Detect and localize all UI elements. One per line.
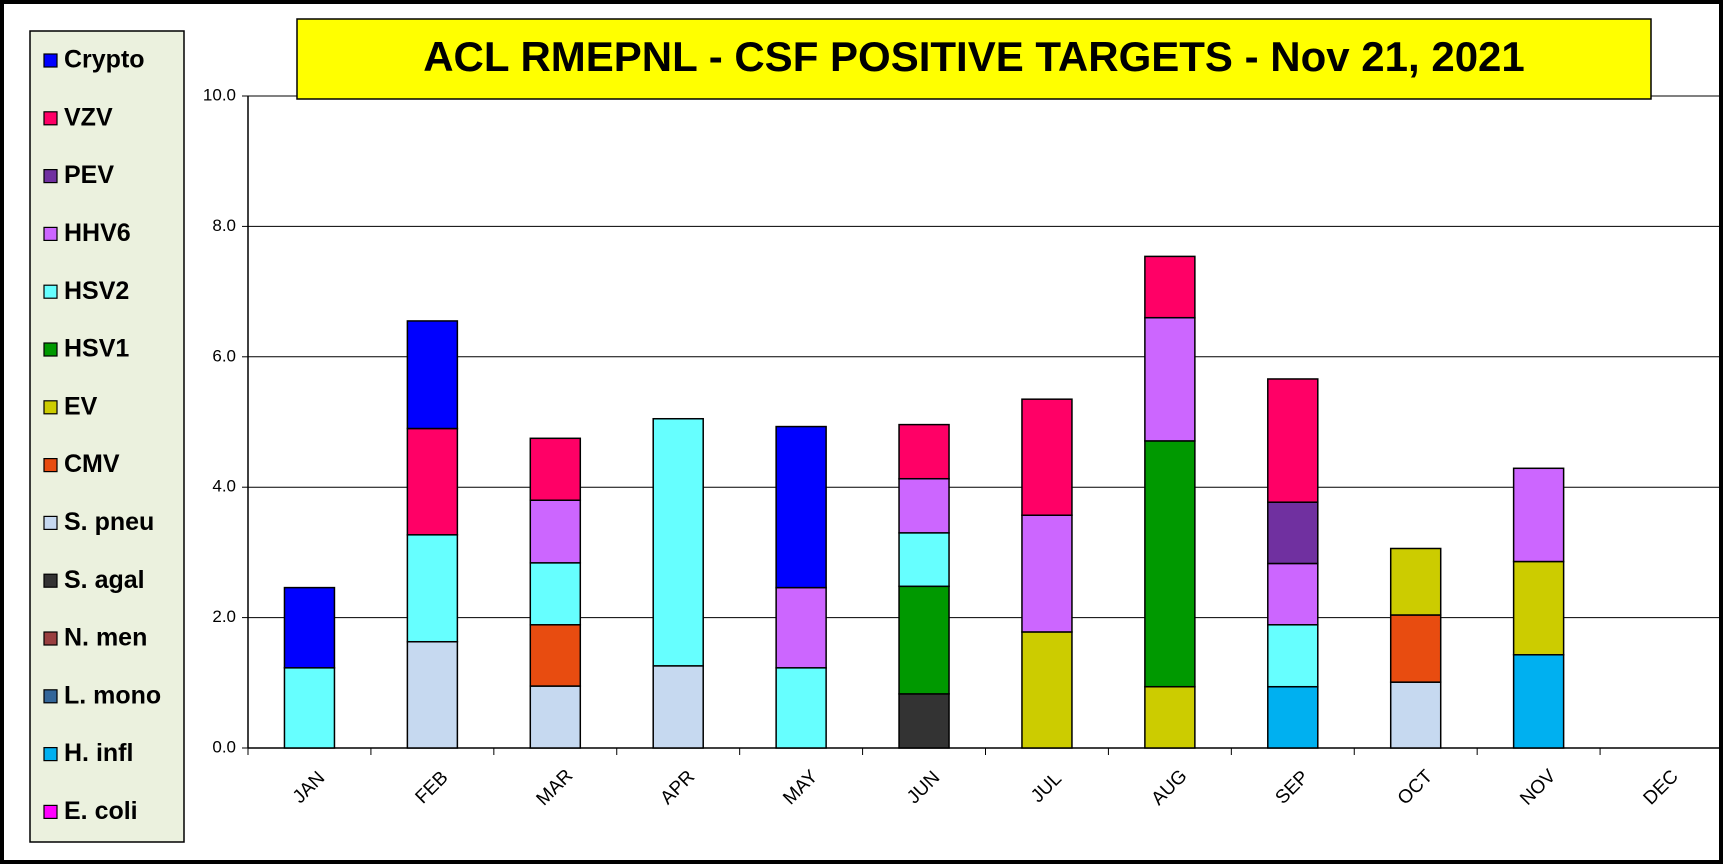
- bar-segment: [529, 562, 582, 626]
- bar-segment: [1267, 501, 1319, 565]
- legend-label: HSV2: [64, 277, 129, 305]
- y-tick-label: 6.0: [212, 346, 236, 365]
- y-tick-label: 8.0: [212, 216, 236, 235]
- bar-segment: [1389, 681, 1442, 749]
- legend-label: H. infl: [64, 739, 133, 767]
- bar-segment: [529, 499, 582, 564]
- bar-segment: [1389, 547, 1442, 616]
- bar-segment: [775, 425, 827, 589]
- legend-label: L. mono: [64, 681, 161, 709]
- bar-segment: [652, 665, 704, 749]
- legend-swatch: [43, 111, 58, 126]
- bar-segment: [1267, 378, 1319, 503]
- bar-segment: [1144, 316, 1196, 442]
- legend-box: [29, 30, 185, 843]
- bar-segment: [406, 534, 459, 643]
- bar-segment: [652, 417, 704, 667]
- legend-swatch: [43, 400, 58, 415]
- bar-segment: [898, 423, 950, 480]
- bar-segment: [1389, 614, 1442, 683]
- legend-swatch: [43, 342, 58, 357]
- legend-label: HSV1: [64, 335, 129, 363]
- bar-segment: [529, 624, 582, 687]
- bar-segment: [1512, 654, 1565, 749]
- bar-segment: [406, 640, 459, 749]
- legend-swatch: [43, 226, 58, 241]
- legend-swatch: [43, 458, 58, 473]
- bar-segment: [406, 320, 459, 430]
- legend-label: VZV: [64, 103, 113, 131]
- legend-label: HHV6: [64, 219, 131, 247]
- bar-segment: [1267, 562, 1319, 626]
- y-tick-label: 10.0: [203, 85, 236, 104]
- bar-segment: [1144, 440, 1196, 688]
- legend-swatch: [43, 169, 58, 184]
- legend-swatch: [43, 573, 58, 588]
- legend-label: S. agal: [64, 566, 145, 594]
- y-tick-label: 2.0: [212, 607, 236, 626]
- bar-segment: [283, 667, 336, 749]
- bar-segment: [529, 685, 582, 749]
- legend-swatch: [43, 689, 58, 704]
- bar-segment: [1144, 685, 1196, 749]
- bar-segment: [1021, 514, 1073, 633]
- y-tick-label: 4.0: [212, 477, 236, 496]
- title-box: [296, 18, 1652, 100]
- bar-segment: [283, 586, 336, 669]
- bar-segment: [898, 693, 950, 749]
- bar-segment: [775, 667, 827, 749]
- bar-segment: [1021, 398, 1073, 516]
- legend-swatch: [43, 631, 58, 646]
- legend-swatch: [43, 746, 58, 762]
- legend-label: CMV: [64, 450, 120, 478]
- legend-swatch: [43, 284, 58, 299]
- bar-segment: [1512, 560, 1565, 656]
- bar-segment: [1267, 685, 1319, 749]
- bar-segment: [898, 532, 950, 588]
- bar-segment: [1267, 624, 1319, 688]
- legend-label: PEV: [64, 161, 114, 189]
- bar-segment: [1512, 467, 1565, 563]
- legend-swatch: [43, 515, 58, 531]
- y-tick-label: 0.0: [212, 737, 236, 756]
- bar-segment: [406, 427, 459, 536]
- bar-segment: [898, 585, 950, 695]
- bar-segment: [529, 437, 582, 501]
- legend-label: E. coli: [64, 797, 138, 825]
- bar-segment: [1021, 631, 1073, 749]
- legend-swatch: [43, 53, 58, 68]
- bar-segment: [1144, 255, 1196, 319]
- bar-segment: [775, 586, 827, 669]
- legend-swatch: [43, 804, 58, 820]
- legend-label: N. men: [64, 624, 147, 652]
- bar-segment: [898, 477, 950, 534]
- legend-label: EV: [64, 392, 98, 420]
- legend-label: Crypto: [64, 46, 145, 74]
- legend-label: S. pneu: [64, 508, 154, 536]
- chart-title: ACL RMEPNL - CSF POSITIVE TARGETS - Nov …: [423, 33, 1525, 80]
